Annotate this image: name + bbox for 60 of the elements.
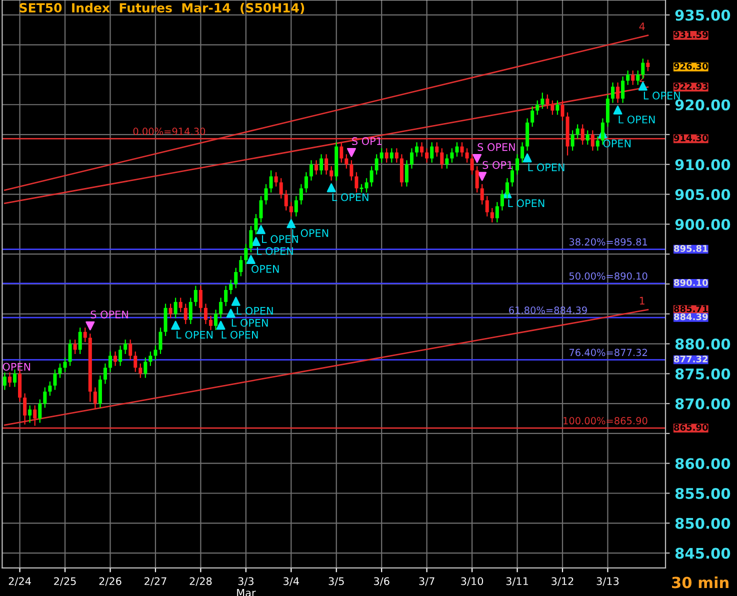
data-label: L OPEN — [332, 193, 368, 202]
ref-line-label: 50.00%=890.10 — [569, 272, 648, 280]
y-tick-label: 870.00 — [675, 398, 730, 410]
y-tick-label: 935.00 — [675, 10, 730, 21]
x-tick-label: 2/25 — [54, 577, 76, 586]
data-label: L OPEN — [222, 330, 258, 339]
text: 895.81 — [674, 245, 708, 252]
data-label: S OPEN — [478, 143, 515, 152]
x-tick-label: 2/26 — [99, 577, 122, 586]
x-tick-label: 2/28 — [190, 577, 212, 586]
x-tick-label: 3/13 — [596, 577, 619, 586]
ref-line-label: 76.40%=877.32 — [569, 348, 647, 356]
y-tick-label: 905.00 — [675, 189, 730, 200]
y-tick-label: 910.00 — [675, 159, 730, 170]
text: 926.30 — [674, 62, 708, 70]
y-tick-label: 845.00 — [675, 548, 730, 559]
data-label: L OPEN — [232, 318, 268, 327]
series-label: 4 — [639, 22, 645, 30]
y-tick-label: 900.00 — [675, 218, 730, 230]
y-tick-label: 855.00 — [675, 488, 730, 499]
data-label: L OPEN — [176, 330, 213, 339]
data-label: S OPEN — [90, 310, 128, 318]
y-tick-label: 920.00 — [675, 99, 730, 110]
x-tick-label: 2/27 — [144, 577, 166, 586]
ref-line-label: 0.00%=914.30 — [133, 128, 206, 136]
data-label: L OPEN — [528, 163, 564, 172]
x-tick-label: 3/11 — [506, 577, 528, 586]
ref-line-label: 100.00%=865.90 — [564, 417, 648, 424]
data-label: OPEN — [603, 139, 631, 148]
text: 922.93 — [674, 82, 708, 90]
text: 865.90 — [674, 424, 708, 431]
text: 877.32 — [674, 356, 708, 362]
chart-title: SET50 Index Futures Mar-14 (S50H14) — [20, 2, 304, 14]
y-tick-label: 860.00 — [675, 458, 730, 470]
text: 931.59 — [674, 31, 708, 38]
y-tick-label: 875.00 — [675, 368, 730, 380]
data-label: L OPEN — [262, 235, 298, 244]
series-label: 1 — [640, 296, 644, 304]
data-label: L OPEN — [508, 199, 544, 208]
x-tick-label: 3/12 — [552, 577, 574, 586]
data-label: L OPEN — [618, 116, 655, 124]
text: 885.71 — [674, 305, 708, 312]
x-tick-label: 3/6 — [374, 577, 390, 586]
text: 30 min — [672, 576, 728, 588]
data-label: OPEN — [252, 265, 279, 273]
annotation: OPEN — [2, 362, 30, 371]
x-tick-label: 2/24 — [8, 577, 31, 586]
ref-line-label: 61.80%=884.39 — [509, 306, 587, 314]
data-label: L OPEN — [236, 306, 273, 315]
y-tick-label: 880.00 — [675, 338, 730, 350]
x-tick-label: 3/10 — [461, 577, 484, 586]
text: 890.10 — [674, 279, 708, 286]
data-label: S OP1 — [482, 161, 512, 169]
x-tick-label: 3/5 — [328, 577, 344, 586]
x-tick-label: 3/7 — [419, 577, 434, 586]
x-tick-label: 3/4 — [284, 577, 299, 586]
y-tick-label: 850.00 — [675, 518, 730, 529]
text: 914.30 — [674, 134, 708, 142]
text: 884.39 — [674, 313, 708, 320]
ref-line-label: 38.20%=895.81 — [569, 238, 648, 246]
